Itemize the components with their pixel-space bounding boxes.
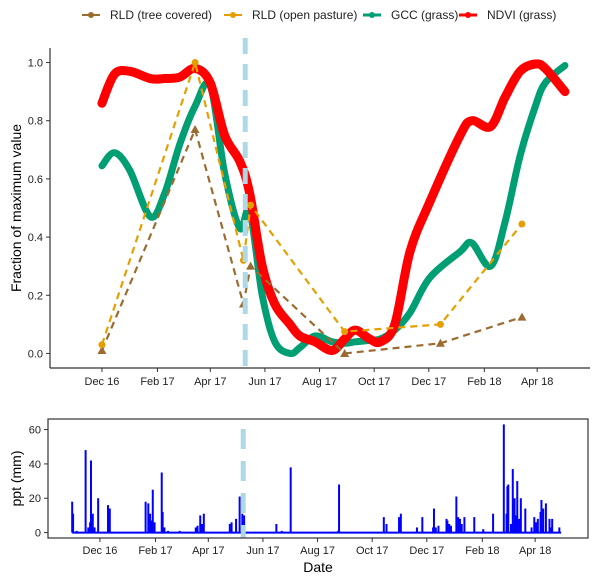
x-tick-label: Jun 17 (248, 376, 281, 388)
x-tick-label: Apr 18 (521, 376, 553, 388)
y-axis-title: ppt (mm) (8, 451, 24, 507)
y-tick-label: 0.0 (28, 348, 43, 360)
legend-key-point (369, 12, 375, 18)
series-line-ndvi (97, 59, 570, 356)
x-tick-label: Feb 18 (467, 376, 501, 388)
data-point-rld-tree (435, 338, 445, 347)
y-axis-title: Fraction of maximum value (8, 124, 24, 292)
legend-label: GCC (grass) (391, 8, 458, 22)
x-tick-label: Dec 17 (409, 545, 444, 557)
data-point-rld-tree (517, 312, 527, 321)
x-axis-title: Date (303, 559, 333, 575)
data-point-rld-tree (97, 346, 107, 355)
bottom-panel-precipitation-chart: 0 20 40 60 Dec 16 Feb 17 Apr 17 Jun 17 Aug 17 Oct… (8, 418, 589, 575)
series-line-rld-tree (100, 126, 523, 355)
x-tick-label: Oct 17 (356, 545, 388, 557)
y-tick-label: 60 (29, 425, 41, 437)
x-tick-label: Feb 17 (138, 545, 172, 557)
series-line-gcc (98, 61, 569, 358)
data-point-rld-open (436, 320, 444, 328)
x-tick-label: Feb 17 (140, 376, 174, 388)
x-tick-label: Dec 17 (411, 376, 446, 388)
legend-label: RLD (open pasture) (252, 8, 357, 22)
data-point-rld-open (341, 328, 349, 336)
x-tick-label: Apr 17 (192, 545, 224, 557)
y-tick-label: 1.0 (28, 58, 43, 70)
data-point-rld-open (191, 59, 199, 67)
legend-label: RLD (tree covered) (110, 8, 212, 22)
legend-key-point (230, 12, 236, 18)
x-tick-label: Aug 17 (302, 376, 337, 388)
legend: RLD (tree covered) RLD (open pasture) GCC … (82, 8, 556, 22)
y-tick-label: 0.2 (28, 290, 43, 302)
top-panel-fraction-chart: 0.0 0.2 0.4 0.6 0.8 1.0 Dec 16 Feb 17 Apr 17 Jun … (8, 38, 590, 388)
x-tick-label: Dec 16 (83, 545, 118, 557)
data-point-rld-tree (340, 348, 350, 357)
data-point-rld-tree (190, 124, 200, 133)
x-tick-label: Aug 17 (300, 545, 335, 557)
y-tick-label: 0.8 (28, 116, 43, 128)
x-tick-label: Oct 17 (358, 376, 390, 388)
x-tick-label: Feb 18 (465, 545, 499, 557)
x-tick-label: Apr 17 (194, 376, 226, 388)
legend-key-point (465, 12, 471, 18)
y-tick-label: 40 (29, 459, 41, 471)
legend-key-point (88, 12, 94, 18)
x-tick-label: Apr 18 (519, 545, 551, 557)
data-point-rld-open (247, 201, 255, 209)
y-tick-label: 0.6 (28, 174, 43, 186)
y-tick-label: 0 (35, 528, 41, 540)
y-tick-label: 0.4 (28, 232, 43, 244)
x-tick-label: Jun 17 (246, 545, 279, 557)
x-tick-label: Dec 16 (85, 376, 120, 388)
data-point-rld-open (98, 341, 106, 349)
legend-label: NDVI (grass) (487, 8, 556, 22)
data-point-rld-tree (246, 261, 256, 270)
y-tick-label: 20 (29, 493, 41, 505)
data-point-rld-open (518, 220, 526, 228)
